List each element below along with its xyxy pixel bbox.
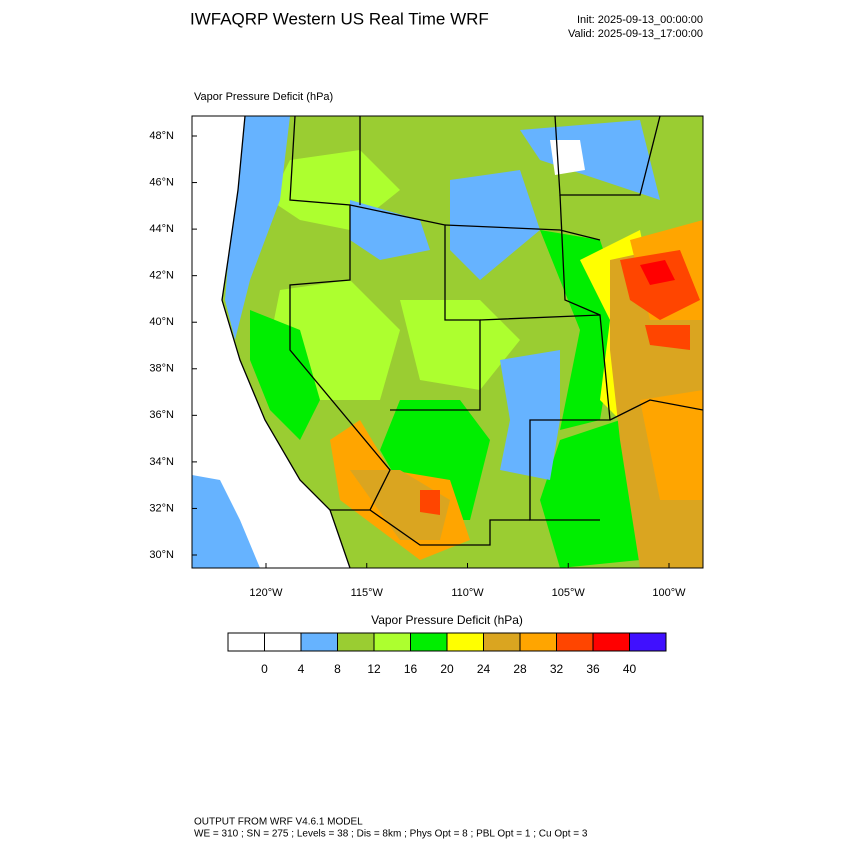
colorbar-box (592, 632, 630, 652)
lat-tick-label: 36°N (149, 409, 174, 421)
colorbar-box (264, 632, 302, 652)
colorbar-box (300, 632, 338, 652)
colorbar-box (556, 632, 594, 652)
lat-tick-label: 44°N (149, 223, 174, 235)
lat-tick-label: 30°N (149, 549, 174, 561)
lon-tick-label: 105°W (552, 587, 586, 599)
colorbar-title: Vapor Pressure Deficit (hPa) (371, 613, 523, 627)
colorbar-box (410, 632, 448, 652)
title: IWFAQRP Western US Real Time WRF (190, 9, 489, 28)
colorbar-box (629, 632, 667, 652)
lon-tick-label: 120°W (249, 587, 283, 599)
valid-time: Valid: 2025-09-13_17:00:00 (568, 28, 703, 40)
colorbar-label: 16 (404, 662, 418, 676)
colorbar-label: 8 (334, 662, 341, 676)
map-field (192, 116, 703, 568)
colorbar-label: 20 (440, 662, 454, 676)
colorbar-label: 32 (550, 662, 564, 676)
lat-tick-label: 42°N (149, 270, 174, 282)
init-time: Init: 2025-09-13_00:00:00 (577, 14, 703, 26)
colorbar-box (373, 632, 411, 652)
colorbar-label: 24 (477, 662, 491, 676)
lat-tick-label: 48°N (149, 130, 174, 142)
map-label: Vapor Pressure Deficit (hPa) (194, 91, 333, 103)
lon-tick-label: 110°W (451, 587, 484, 599)
colorbar-label: 28 (513, 662, 527, 676)
colorbar-box (337, 632, 375, 652)
colorbar-label: 36 (586, 662, 600, 676)
lat-tick-label: 32°N (149, 502, 174, 514)
lat-tick-label: 46°N (149, 176, 174, 188)
colorbar-label: 12 (367, 662, 381, 676)
footer-line: OUTPUT FROM WRF V4.6.1 MODEL (194, 817, 363, 828)
colorbar-box (446, 632, 484, 652)
colorbar-box (483, 632, 521, 652)
colorbar-box (227, 632, 265, 652)
lon-tick-label: 115°W (351, 587, 384, 599)
lon-tick-label: 100°W (652, 587, 686, 599)
colorbar-label: 4 (298, 662, 305, 676)
lat-tick-label: 38°N (149, 363, 174, 375)
footer-line: WE = 310 ; SN = 275 ; Levels = 38 ; Dis … (194, 829, 588, 840)
map-frame (191, 115, 704, 569)
lat-tick-label: 40°N (149, 316, 174, 328)
lat-tick-label: 34°N (149, 456, 174, 468)
colorbar-box (519, 632, 557, 652)
colorbar-label: 0 (261, 662, 268, 676)
colorbar-label: 40 (623, 662, 637, 676)
